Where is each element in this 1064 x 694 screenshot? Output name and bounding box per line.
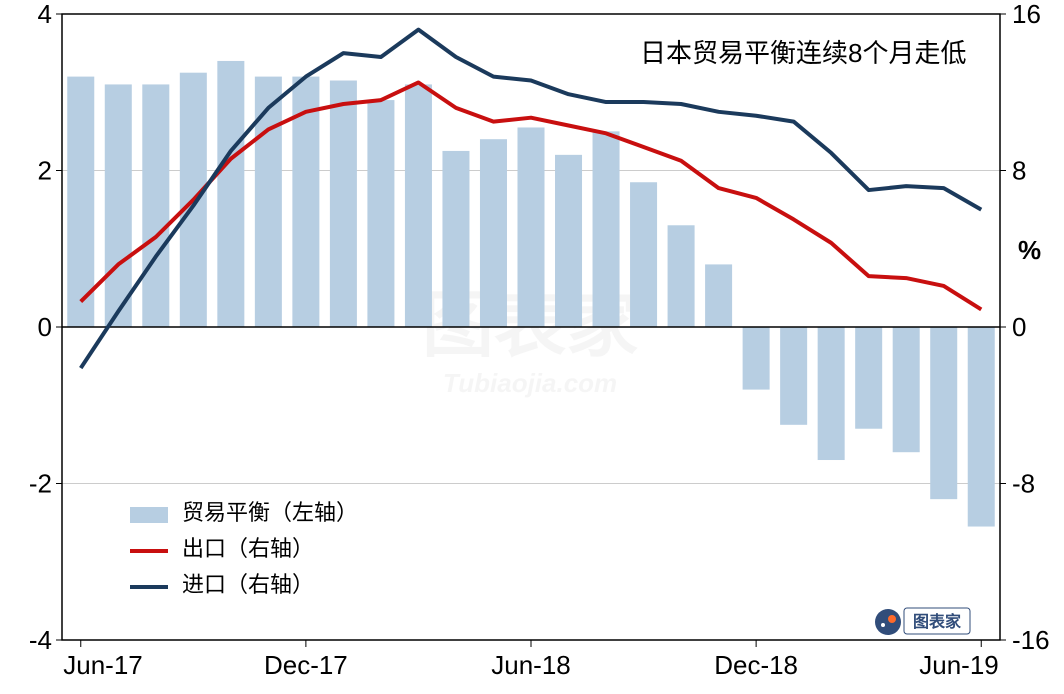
- left-axis-tick-label: 4: [38, 0, 52, 29]
- trade-balance-bar: [968, 327, 995, 527]
- trade-balance-bar: [930, 327, 957, 499]
- trade-balance-bar: [668, 225, 695, 327]
- legend-trade-balance-label: 贸易平衡（左轴）: [182, 500, 358, 525]
- trade-balance-bar: [818, 327, 845, 460]
- left-axis-tick-label: 2: [38, 156, 52, 186]
- x-axis-tick-label: Dec-18: [714, 650, 798, 680]
- right-axis-tick-label: 8: [1012, 156, 1026, 186]
- trade-balance-bar: [555, 155, 582, 327]
- trade-balance-bar: [517, 127, 544, 327]
- trade-balance-bar: [780, 327, 807, 425]
- trade-balance-bar: [593, 131, 620, 327]
- left-axis-tick-label: 0: [38, 312, 52, 342]
- legend-export-label: 出口（右轴）: [182, 536, 314, 561]
- trade-balance-bar: [705, 264, 732, 327]
- trade-balance-bar: [630, 182, 657, 327]
- trade-balance-bar: [855, 327, 882, 429]
- legend-import-label: 进口（右轴）: [182, 572, 314, 597]
- right-axis-tick-label: 0: [1012, 312, 1026, 342]
- trade-balance-bar: [330, 81, 357, 327]
- right-axis-unit: %: [1018, 235, 1041, 265]
- trade-balance-bar: [142, 84, 169, 327]
- trade-balance-bar: [743, 327, 770, 390]
- right-axis-tick-label: -8: [1012, 469, 1035, 499]
- left-axis-tick-label: -2: [29, 469, 52, 499]
- trade-balance-bar: [480, 139, 507, 327]
- trade-balance-bar: [367, 100, 394, 327]
- x-axis-tick-label: Jun-17: [63, 650, 143, 680]
- legend-trade-balance-swatch: [130, 507, 168, 523]
- trade-balance-bar: [105, 84, 132, 327]
- trade-balance-bar: [405, 84, 432, 327]
- svg-text:Tubiaojia.com: Tubiaojia.com: [443, 368, 617, 398]
- trade-balance-bar: [217, 61, 244, 327]
- svg-text:图表家: 图表家: [913, 612, 962, 631]
- chart-annotation: 日本贸易平衡连续8个月走低: [640, 38, 966, 68]
- x-axis-tick-label: Jun-19: [919, 650, 999, 680]
- chart-container: 图表家 Tubiaojia.com -4 -2 0 2 4 -16 -8 0 8 16% Jun-17 D…: [0, 0, 1064, 694]
- left-axis-tick-label: -4: [29, 625, 52, 655]
- x-axis-tick-label: Dec-17: [264, 650, 348, 680]
- trade-balance-bar: [255, 77, 282, 327]
- trade-balance-bar: [442, 151, 469, 327]
- trade-balance-chart: 图表家 Tubiaojia.com -4 -2 0 2 4 -16 -8 0 8 16% Jun-17 D…: [0, 0, 1064, 694]
- trade-balance-bar: [893, 327, 920, 452]
- right-axis-tick-label: -16: [1012, 625, 1050, 655]
- x-axis-tick-label: Jun-18: [491, 650, 571, 680]
- right-axis-tick-label: 16: [1012, 0, 1041, 29]
